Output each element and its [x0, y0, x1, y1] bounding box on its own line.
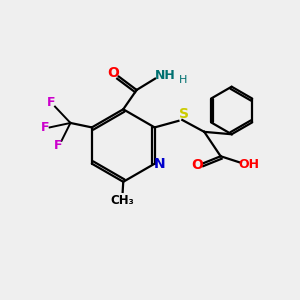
Text: CH₃: CH₃	[110, 194, 134, 207]
Text: F: F	[47, 96, 56, 109]
Text: F: F	[41, 121, 50, 134]
Text: O: O	[107, 66, 119, 80]
Text: NH: NH	[155, 69, 176, 82]
Text: O: O	[191, 158, 203, 172]
Text: N: N	[154, 157, 166, 171]
Text: F: F	[54, 139, 62, 152]
Text: OH: OH	[239, 158, 260, 171]
Text: S: S	[179, 107, 189, 121]
Text: H: H	[178, 75, 187, 85]
